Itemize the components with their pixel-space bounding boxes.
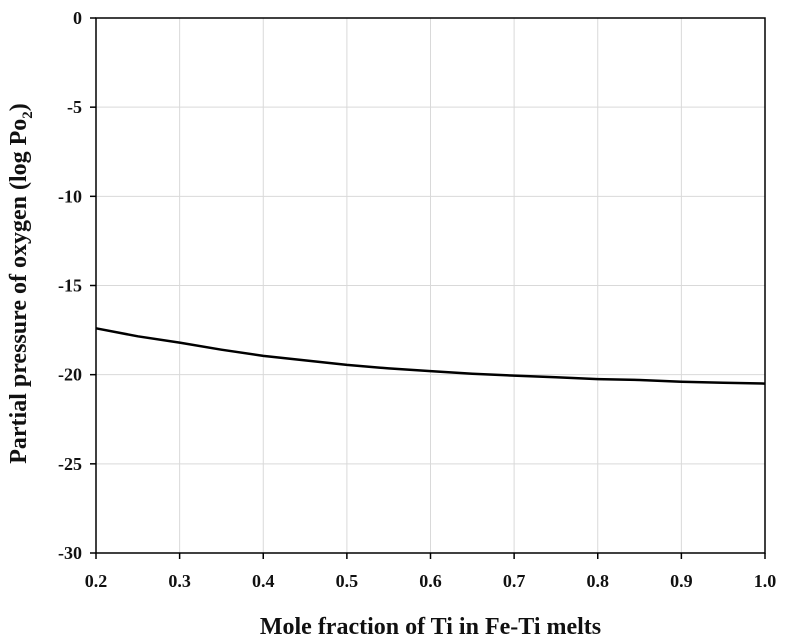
gridlines [95,17,766,554]
x-tick-label: 0.4 [252,571,275,591]
x-tick-label: 0.9 [670,571,693,591]
y-tick-labels: 0 -5 -10 -15 -20 -25 -30 [58,8,82,563]
y-tick-label: -15 [58,276,82,296]
y-tick-label: -10 [58,186,82,206]
x-tick-label: 0.7 [503,571,526,591]
y-axis-title: Partial pressure of oxygen (log Po2) [6,103,36,464]
x-tick-label: 0.6 [419,571,442,591]
y-axis-title-main: Partial pressure of oxygen (log Po [6,119,32,464]
series-group [95,327,766,385]
x-tick-label: 0.3 [168,571,191,591]
y-axis-title-subscript: 2 [20,111,36,119]
tick-marks [90,17,766,559]
x-axis-title: Mole fraction of Ti in Fe-Ti melts [260,614,601,640]
series-line [95,327,766,385]
x-tick-label: 0.8 [587,571,610,591]
y-tick-label: -5 [67,97,82,117]
x-tick-labels: 0.2 0.3 0.4 0.5 0.6 0.7 0.8 0.9 1.0 [85,571,777,591]
y-axis-title-close: ) [6,103,32,111]
y-tick-label: -20 [58,365,82,385]
y-tick-label: 0 [73,8,82,28]
x-tick-label: 0.5 [336,571,359,591]
x-tick-label: 0.2 [85,571,108,591]
y-tick-label: -25 [58,454,82,474]
y-tick-label: -30 [58,543,82,563]
x-tick-label: 1.0 [754,571,777,591]
